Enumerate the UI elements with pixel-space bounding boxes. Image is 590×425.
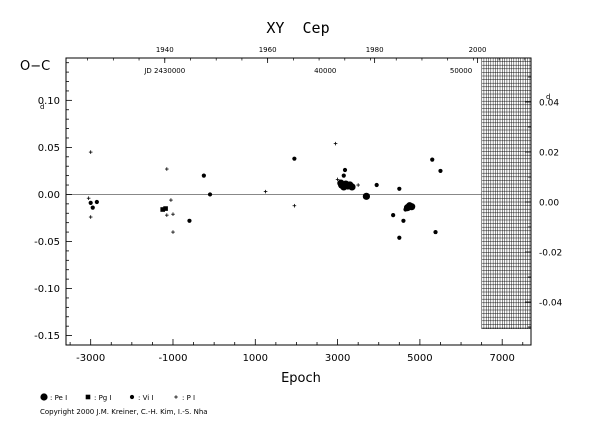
- right-tick-label: -0.02: [539, 249, 562, 259]
- point-small-dot: [207, 192, 213, 197]
- copyright-text: Copyright 2000 J.M. Kreiner, C.-H. Kim, …: [40, 408, 208, 416]
- point-small-dot: [397, 186, 402, 191]
- y-tick-label: -0.15: [34, 331, 60, 342]
- point-small-dot: [94, 199, 99, 205]
- jd-tick-label: 50000: [450, 67, 472, 75]
- point-small-dot: [342, 167, 348, 173]
- point-square: [163, 206, 168, 211]
- point-plus: [88, 150, 93, 154]
- point-plus: [292, 203, 297, 208]
- year-tick-label: 1960: [259, 46, 277, 54]
- y-tick-label: 0.00: [38, 190, 60, 201]
- point-small-dot: [433, 229, 438, 235]
- year-tick-label: 1940: [156, 46, 174, 54]
- right-unit-mark: d: [546, 93, 550, 101]
- point-small-dot: [401, 218, 406, 223]
- point-plus: [169, 198, 173, 202]
- data-points: [86, 141, 443, 240]
- x-tick-label: 3000: [325, 353, 350, 364]
- x-tick-label: -3000: [76, 353, 105, 364]
- point-plus: [263, 189, 268, 194]
- legend: : Pe I : Pg I : Vi I : P I: [40, 393, 195, 402]
- point-plus: [356, 183, 360, 187]
- point-small-dot: [201, 173, 206, 178]
- plot-frame: [65, 57, 532, 346]
- legend-symbol-square: [85, 394, 91, 400]
- year-tick-label: 1980: [366, 46, 384, 54]
- point-large-dot: [348, 183, 356, 191]
- x-axis-label: Epoch: [281, 371, 321, 386]
- legend-label: : Vi I: [138, 394, 153, 402]
- point-plus: [165, 213, 169, 217]
- point-plus: [171, 212, 175, 217]
- jd-axis: JD 2430000 40000 50000: [143, 67, 472, 75]
- y-tick-label: 0.05: [38, 143, 60, 154]
- right-tick-label: 0.02: [539, 149, 559, 159]
- x-tick-label: -1000: [158, 353, 187, 364]
- y-axis-label: O−C: [20, 59, 50, 74]
- y-tick-label: 0.10: [38, 96, 60, 107]
- hatch-border: [481, 58, 532, 330]
- year-axis: 1940 1960 1980 2000: [87, 46, 526, 63]
- point-plus: [333, 141, 338, 146]
- x-axis: -3000 -1000 1000 3000 5000 7000: [69, 339, 524, 364]
- point-plus: [335, 177, 340, 182]
- right-axis: 0.04 0.02 0.00 -0.02 -0.04: [525, 76, 563, 328]
- year-tick-label: 2000: [469, 46, 487, 54]
- legend-label: : P I: [182, 394, 195, 402]
- point-small-dot: [438, 168, 443, 174]
- point-plus: [86, 196, 91, 201]
- point-plus: [165, 167, 169, 171]
- point-small-dot: [90, 205, 95, 210]
- chart-title: XY Cep: [266, 19, 329, 37]
- point-plus: [88, 215, 93, 219]
- point-small-dot: [397, 235, 402, 240]
- right-tick-label: -0.04: [539, 299, 563, 309]
- legend-symbol-small-dot: [129, 394, 135, 400]
- y-axis: 0.10 0.05 0.00 -0.05 -0.10 -0.15: [34, 62, 72, 342]
- legend-label: : Pe I: [50, 394, 67, 402]
- point-small-dot: [374, 182, 379, 188]
- jd-tick-label: 40000: [314, 67, 336, 75]
- hatched-region: [481, 58, 532, 330]
- point-small-dot: [391, 213, 396, 218]
- point-small-dot: [341, 173, 346, 178]
- x-tick-label: 5000: [407, 353, 432, 364]
- x-tick-label: 1000: [243, 353, 268, 364]
- y-tick-label: -0.05: [34, 237, 60, 248]
- point-small-dot: [88, 200, 93, 206]
- point-small-dot: [187, 218, 192, 223]
- legend-label: : Pg I: [94, 394, 112, 402]
- y-unit-mark: d: [40, 103, 44, 111]
- right-tick-label: 0.04: [539, 99, 559, 109]
- right-tick-label: 0.00: [539, 199, 559, 209]
- point-large-dot: [408, 203, 416, 211]
- point-small-dot: [292, 156, 297, 161]
- point-plus: [171, 230, 175, 234]
- point-square: [160, 207, 166, 212]
- jd-tick-label: JD 2430000: [143, 67, 185, 75]
- legend-symbol-plus: [174, 395, 178, 399]
- x-tick-label: 7000: [489, 353, 514, 364]
- point-small-dot: [430, 157, 435, 162]
- point-large-dot: [362, 192, 370, 200]
- y-tick-label: -0.10: [34, 284, 60, 295]
- legend-symbol-large-dot: [40, 393, 48, 401]
- point-small-dot: [403, 207, 408, 212]
